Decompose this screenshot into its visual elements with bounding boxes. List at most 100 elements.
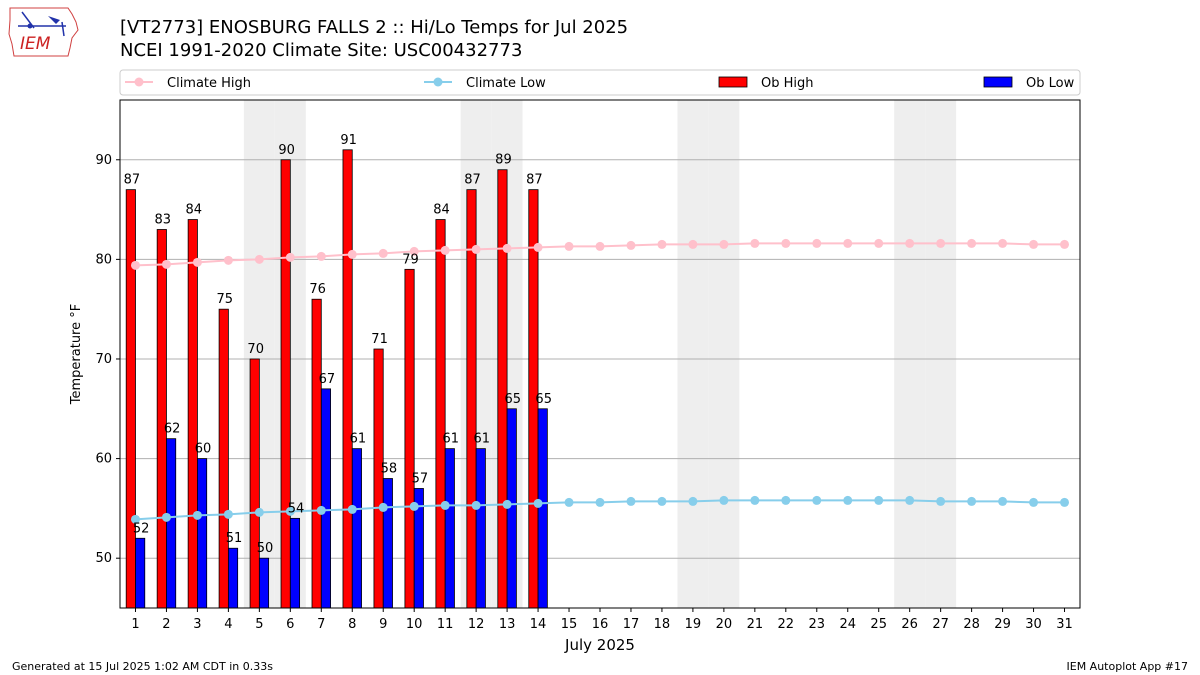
climate-high-point	[254, 254, 264, 264]
x-tick-label: 26	[901, 617, 918, 632]
x-tick-label: 25	[870, 617, 887, 632]
climate-high-point	[719, 239, 729, 249]
y-tick-label: 80	[95, 252, 112, 267]
x-tick-label: 21	[747, 617, 764, 632]
chart-subtitle: NCEI 1991-2020 Climate Site: USC00432773	[120, 40, 523, 61]
climate-high-point	[564, 241, 574, 251]
iem-logo: IEM	[8, 7, 79, 57]
climate-high-point	[316, 251, 326, 261]
climate-low-point	[595, 497, 605, 507]
y-tick-label: 60	[95, 452, 112, 467]
ob-low-bar-label: 50	[257, 541, 274, 556]
ob-low-bar	[444, 448, 455, 609]
climate-high-point	[843, 238, 853, 248]
chart-title: [VT2773] ENOSBURG FALLS 2 :: Hi/Lo Temps…	[120, 17, 629, 38]
x-tick-label: 30	[1025, 617, 1042, 632]
bars	[125, 149, 548, 609]
climate-low-point	[905, 495, 915, 505]
climate-low-point	[874, 495, 884, 505]
y-tick-label: 70	[95, 352, 112, 367]
ob-high-bar	[311, 298, 322, 609]
x-tick-label: 15	[561, 617, 578, 632]
climate-low-point	[285, 506, 295, 516]
legend-box-swatch	[718, 76, 748, 88]
x-tick-label: 3	[193, 617, 201, 632]
y-tick-label: 50	[95, 551, 112, 566]
generated-timestamp: Generated at 15 Jul 2025 1:02 AM CDT in …	[12, 660, 273, 673]
ob-low-bar-label: 67	[319, 372, 336, 387]
climate-high-point	[130, 260, 140, 270]
legend-marker	[433, 77, 443, 87]
climate-low-point	[967, 496, 977, 506]
ob-high-bar-label: 87	[464, 173, 481, 188]
climate-low-point	[812, 495, 822, 505]
climate-low-point	[502, 499, 512, 509]
ob-low-bar	[227, 547, 239, 609]
climate-low-point	[998, 496, 1008, 506]
climate-high-point	[936, 238, 946, 248]
legend-box	[119, 69, 1081, 96]
x-tick-label: 17	[623, 617, 640, 632]
ob-low-bar-label: 58	[381, 462, 398, 477]
ob-low-bar-label: 60	[195, 442, 212, 457]
ob-high-bar-label: 75	[216, 292, 233, 307]
climate-low-point	[657, 496, 667, 506]
logo-text: IEM	[20, 34, 51, 54]
ob-high-bar	[280, 159, 291, 609]
ob-high-bar	[497, 169, 508, 609]
ob-high-bar	[373, 348, 384, 609]
climate-high-point	[688, 239, 698, 249]
ob-low-bar	[258, 557, 270, 609]
bar-value-labels: 87 83 84 75 70 90 76 91 71 79 84 87 89 87 52 62 60 51 50 54…	[124, 133, 552, 556]
climate-low-point	[192, 510, 202, 520]
climate-high-point	[905, 238, 915, 248]
ob-low-bar	[166, 438, 177, 609]
ob-high-bar-label: 70	[247, 342, 264, 357]
weekend-band	[677, 100, 709, 608]
ob-high-bar	[342, 149, 353, 609]
climate-low-point	[471, 500, 481, 510]
ob-high-bar-label: 76	[309, 282, 326, 297]
ob-high-bar	[249, 358, 260, 609]
ob-low-bar	[197, 458, 208, 609]
climate-high-point	[626, 240, 636, 250]
x-tick-label: 9	[379, 617, 387, 632]
ob-low-bar-label: 57	[412, 471, 429, 486]
gridlines	[120, 159, 1080, 559]
legend-label: Climate Low	[466, 76, 546, 91]
ob-low-bar	[475, 448, 486, 609]
x-tick-label: 14	[530, 617, 547, 632]
x-tick-label: 18	[654, 617, 671, 632]
climate-lines	[130, 238, 1070, 524]
climate-high-point	[750, 238, 760, 248]
iowa-outline-shape	[8, 7, 79, 57]
climate-low-point	[750, 495, 760, 505]
weekend-band	[925, 100, 957, 608]
x-tick-label: 22	[778, 617, 795, 632]
climate-low-point	[626, 496, 636, 506]
climate-low-point	[254, 507, 264, 517]
climate-high-point	[874, 238, 884, 248]
x-tick-label: 13	[499, 617, 516, 632]
climate-high-point	[347, 249, 357, 259]
x-tick-label: 4	[224, 617, 232, 632]
ob-low-bar	[289, 517, 301, 609]
climate-low-point	[688, 496, 698, 506]
ob-low-bar-label: 61	[443, 432, 460, 447]
x-tick-label: 11	[437, 617, 454, 632]
ob-low-bar-label: 65	[504, 392, 521, 407]
ob-high-bar-label: 84	[433, 203, 450, 218]
climate-high-point	[223, 255, 233, 265]
climate-low-point	[564, 497, 574, 507]
x-tick-label: 31	[1056, 617, 1073, 632]
climate-high-point	[533, 242, 543, 252]
climate-high-point	[657, 239, 667, 249]
ob-high-bar-label: 90	[278, 143, 295, 158]
ob-low-bar-label: 51	[226, 531, 243, 546]
x-tick-label: 29	[994, 617, 1011, 632]
ob-high-bar-label: 79	[402, 252, 419, 267]
ob-high-bar-label: 84	[186, 203, 203, 218]
climate-low-point	[843, 495, 853, 505]
x-tick-label: 2	[162, 617, 170, 632]
climate-high-point	[595, 241, 605, 251]
